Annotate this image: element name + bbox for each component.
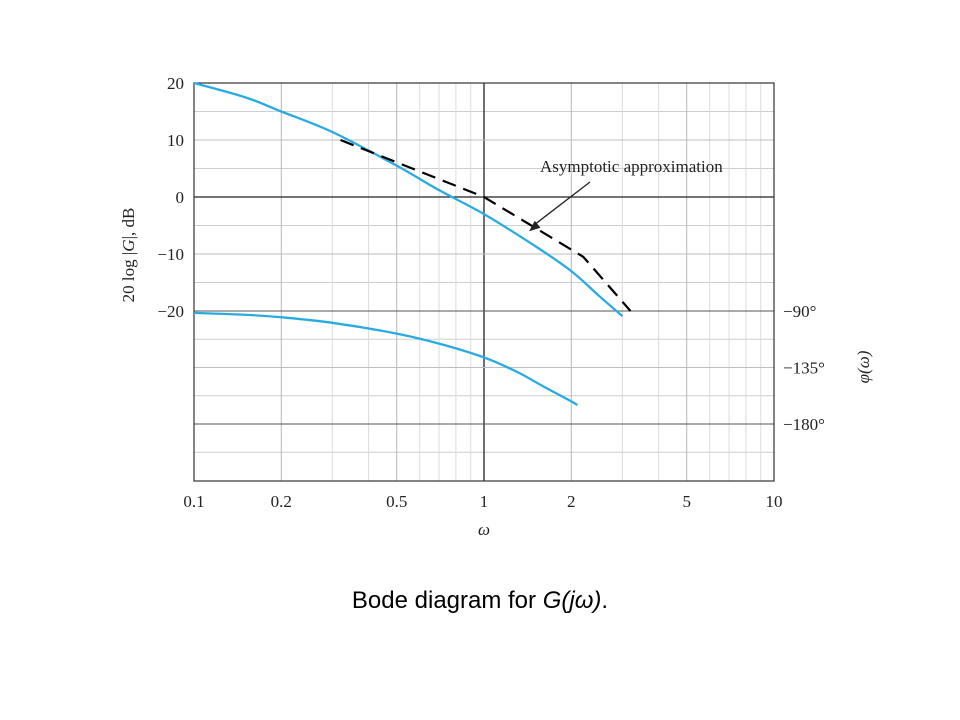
series-asymptote-db (340, 138, 632, 312)
tick-labels: 0.1 0.2 0.5 1 2 5 10 20 10 0 −10 −20 −90° −135° −180° (157, 74, 824, 511)
y-left-axis-title: 20 log |G|, dB (119, 208, 138, 303)
figure-caption: Bode diagram for G(jω). (0, 587, 960, 615)
x-axis-title: ω (478, 520, 490, 539)
y-right-tick-label: −90° (783, 302, 816, 321)
annotation-arrow-shaft (534, 181, 591, 225)
y-left-tick-label: −10 (157, 245, 184, 264)
series-magnitude-db (193, 81, 624, 317)
plot-frame (193, 82, 775, 482)
annotation-arrow (529, 181, 591, 232)
grid-lines (194, 83, 774, 481)
y-left-tick-label: 0 (176, 188, 185, 207)
y-right-axis-title: φ(ω) (854, 350, 873, 383)
x-tick-label: 0.1 (183, 492, 204, 511)
y-left-tick-label: 10 (167, 131, 184, 150)
x-tick-label: 0.5 (386, 492, 407, 511)
y-right-tick-label: −180° (783, 415, 825, 434)
caption-function: G(jω) (542, 587, 602, 614)
x-tick-label: 1 (480, 492, 489, 511)
series-phase-deg (193, 311, 579, 407)
x-tick-label: 5 (682, 492, 691, 511)
caption-suffix: . (601, 587, 609, 614)
y-right-tick-label: −135° (783, 359, 825, 378)
y-left-tick-label: 20 (167, 74, 184, 93)
annotation-label: Asymptotic approximation (540, 157, 723, 176)
x-tick-label: 0.2 (271, 492, 292, 511)
y-left-tick-label: −20 (157, 302, 184, 321)
caption-prefix: Bode diagram for (351, 587, 543, 614)
x-tick-label: 2 (567, 492, 576, 511)
x-tick-label: 10 (766, 492, 783, 511)
annotation-arrowhead (529, 220, 541, 232)
series-group (193, 81, 632, 407)
